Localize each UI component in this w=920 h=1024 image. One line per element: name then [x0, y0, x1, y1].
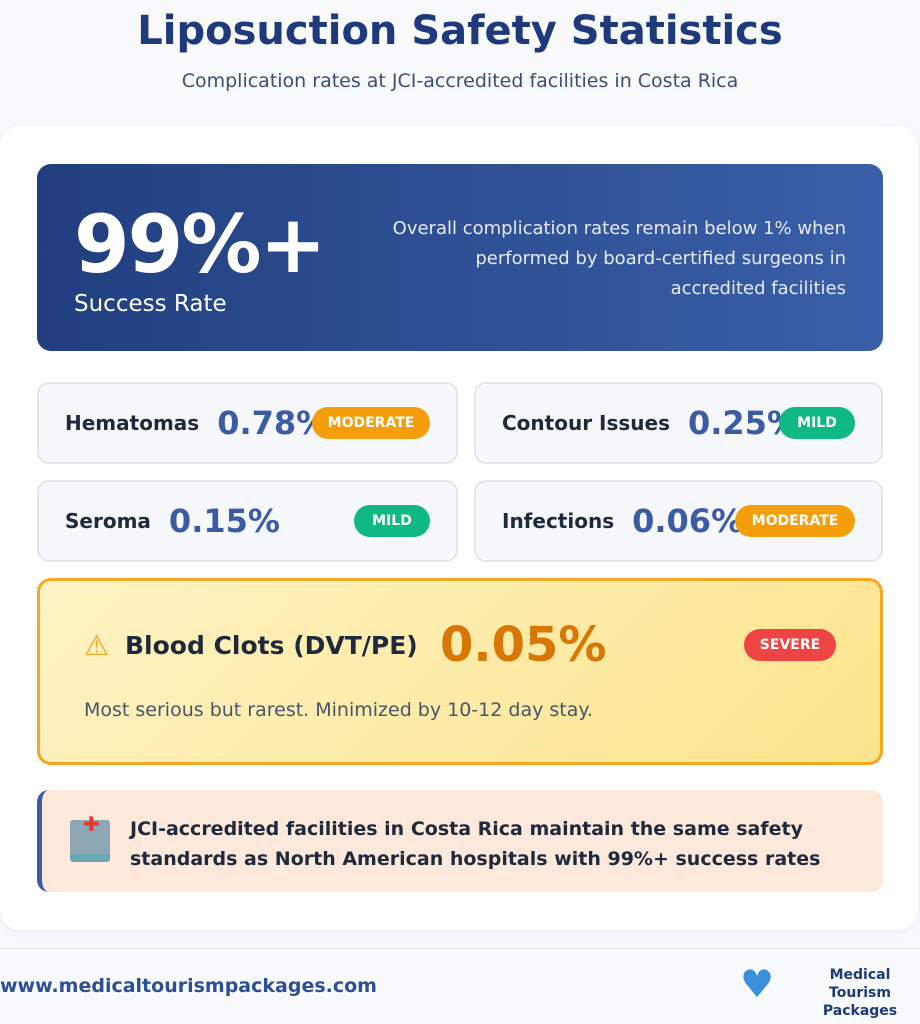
clot-note: Most serious but rarest. Minimized by 10…: [84, 699, 593, 721]
success-rate-value: 99%+: [74, 198, 327, 291]
severity-badge: MODERATE: [312, 407, 430, 439]
clot-label: Blood Clots (DVT/PE): [125, 631, 418, 660]
page-title: Liposuction Safety Statistics: [137, 8, 783, 54]
success-rate-label: Success Rate: [74, 291, 227, 317]
clot-value: 0.05%: [440, 617, 607, 673]
note-text: JCI-accredited facilities in Costa Rica …: [130, 818, 821, 870]
footer: [0, 948, 920, 949]
logo: ♥ Medical Tourism Packages: [740, 962, 898, 1019]
success-rate-description: Overall complication rates remain below …: [392, 218, 846, 299]
accreditation-note: ✚ JCI-accredited facilities in Costa Ric…: [37, 790, 883, 892]
stat-card-hematomas: Hematomas 0.78% MODERATE: [37, 382, 458, 464]
warning-icon: ⚠: [84, 629, 110, 662]
website-link[interactable]: www.medicaltourismpackages.com: [0, 975, 377, 997]
success-rate-banner: 99%+ Success Rate Overall complication r…: [37, 164, 883, 351]
stat-label: Contour Issues: [502, 411, 670, 435]
hospital-icon: ✚: [70, 812, 110, 862]
severity-badge: MILD: [779, 407, 855, 439]
blood-clots-card: ⚠ Blood Clots (DVT/PE) 0.05% SEVERE Most…: [37, 578, 883, 765]
heart-logo-icon: ♥: [740, 962, 775, 1006]
stat-value: 0.06%: [632, 502, 744, 540]
stat-value: 0.78%: [217, 404, 329, 442]
stat-label: Seroma: [65, 509, 151, 533]
stat-value: 0.15%: [168, 502, 280, 540]
stat-label: Hematomas: [65, 411, 200, 435]
severity-badge: MILD: [354, 505, 430, 537]
stat-card-infections: Infections 0.06% MODERATE: [474, 480, 883, 562]
stat-label: Infections: [502, 509, 615, 533]
stat-card-contour-issues: Contour Issues 0.25% MILD: [474, 382, 883, 464]
page-subtitle: Complication rates at JCI-accredited fac…: [181, 70, 739, 92]
severity-badge: MODERATE: [735, 505, 855, 537]
stat-card-seroma: Seroma 0.15% MILD: [37, 480, 458, 562]
severity-badge: SEVERE: [744, 629, 836, 661]
